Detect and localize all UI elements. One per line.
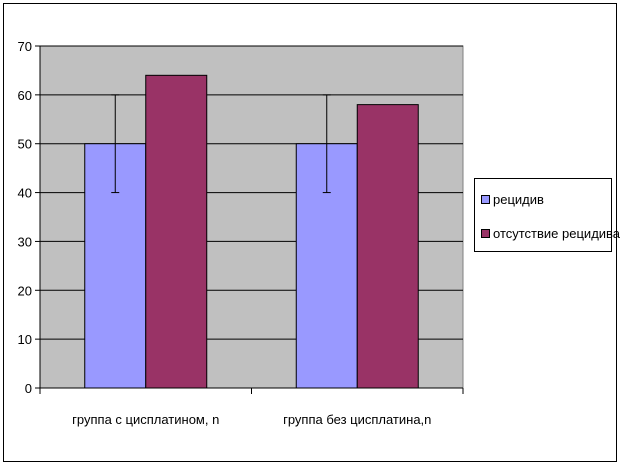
category-label-0: группа с цисплатином, n: [72, 412, 219, 427]
category-label-1: группа без цисплатина,n: [283, 412, 431, 427]
y-tick-label: 60: [18, 88, 32, 103]
legend-swatch-no-recurrence: [481, 229, 490, 238]
y-tick-label: 70: [18, 39, 32, 54]
legend-label-no-recurrence: отсутствие рецидива: [493, 226, 621, 241]
y-tick-label: 10: [18, 332, 32, 347]
y-tick-label: 50: [18, 137, 32, 152]
y-tick-label: 0: [25, 381, 32, 396]
legend-label-recurrence: рецидив: [493, 192, 544, 207]
y-tick-label: 40: [18, 186, 32, 201]
legend-swatch-recurrence: [481, 195, 490, 204]
legend-item-recurrence: рецидив: [481, 192, 544, 207]
y-tick-label: 20: [18, 283, 32, 298]
bar-series1-cat0: [145, 74, 208, 389]
legend: рецидив отсутствие рецидива: [474, 178, 620, 252]
bar-series1-cat1: [356, 104, 419, 389]
legend-item-no-recurrence: отсутствие рецидива: [481, 226, 620, 241]
y-tick-label: 30: [18, 234, 32, 249]
